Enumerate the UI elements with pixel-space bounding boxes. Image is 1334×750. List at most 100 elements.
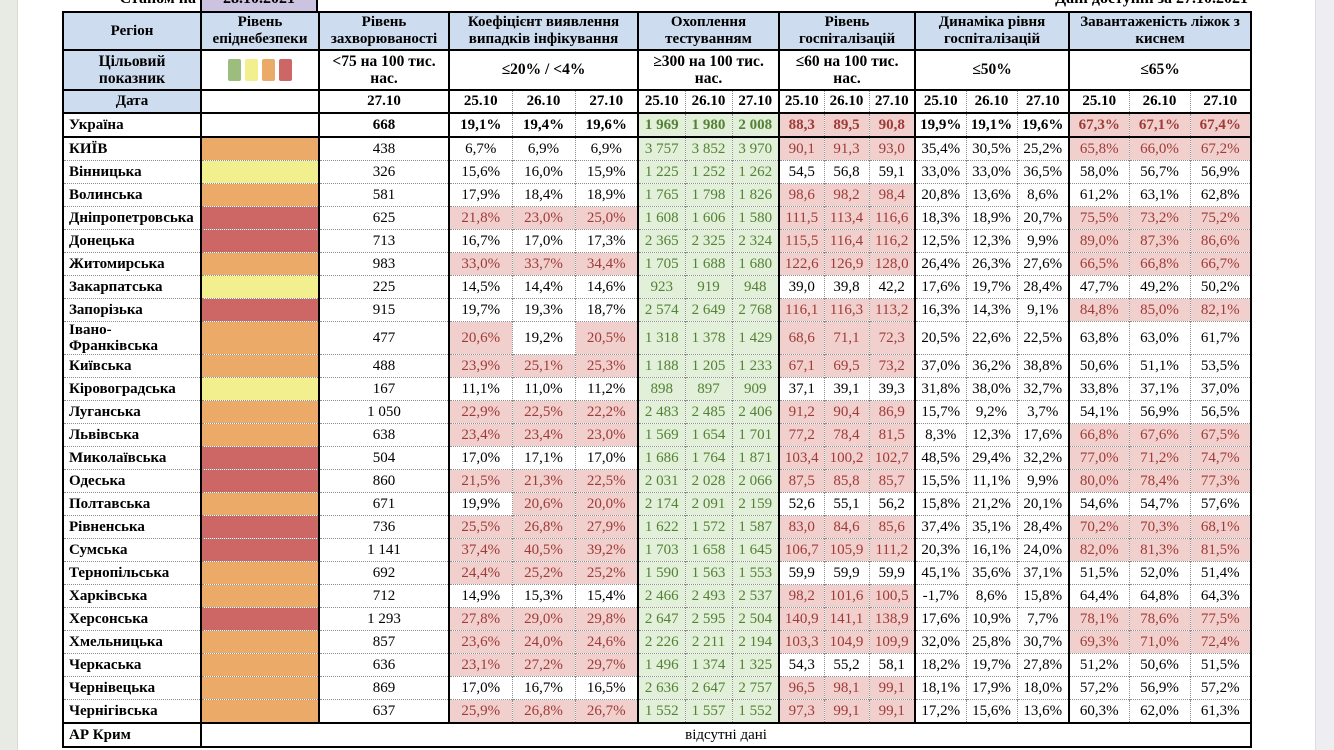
detection-cell: 23,1%: [448, 653, 512, 677]
testing-cell: 1 252: [684, 160, 733, 184]
hospitalization-cell: 141,1: [823, 607, 870, 631]
hospitalization-cell: 115,5: [778, 229, 825, 253]
incidence-cell: 625: [318, 206, 449, 230]
target-row-label: Цільовий показник: [63, 50, 201, 91]
oxygen-beds-cell: 66,7%: [1189, 252, 1252, 276]
hospitalization-cell: 59,1: [868, 160, 916, 184]
testing-cell: 2 091: [684, 492, 733, 516]
date-cell: 25.10: [637, 90, 686, 114]
oxygen-beds-cell: 67,2%: [1189, 136, 1252, 161]
dynamics-cell: 30,5%: [965, 136, 1018, 161]
detection-cell: 26,8%: [511, 699, 575, 723]
oxygen-beds-cell: 63,1%: [1128, 183, 1191, 207]
dynamics-cell: 48,5%: [914, 446, 967, 470]
hospitalization-cell: 67,1: [778, 354, 825, 378]
testing-cell: 1 608: [637, 206, 686, 230]
oxygen-beds-cell: 51,5%: [1189, 653, 1252, 677]
dynamics-cell: 37,1%: [1016, 561, 1070, 585]
detection-cell: 14,9%: [448, 584, 512, 608]
region-name-cell: Луганська: [63, 400, 201, 424]
oxygen-beds-cell: 69,3%: [1068, 630, 1130, 654]
testing-cell: 2 325: [684, 229, 733, 253]
date-row: Дата 27.10 25.10 26.10 27.10 25.10 26.10…: [63, 90, 1252, 114]
detection-cell: 25,5%: [448, 515, 512, 539]
oxygen-beds-cell: 61,7%: [1189, 321, 1252, 355]
detection-cell: 14,6%: [574, 275, 639, 299]
dynamics-cell: 35,1%: [965, 515, 1018, 539]
epidemic-level-cell: [200, 275, 319, 299]
testing-cell: 1 552: [637, 699, 686, 723]
testing-cell: 1 658: [684, 538, 733, 562]
dynamics-cell: 14,3%: [965, 298, 1018, 322]
epidemic-level-cell: [200, 377, 319, 401]
dynamics-cell: 31,8%: [914, 377, 967, 401]
oxygen-beds-cell: 63,8%: [1068, 321, 1130, 355]
epidemic-level-legend: [200, 50, 319, 91]
detection-cell: 37,4%: [448, 538, 512, 562]
hospitalization-cell: 69,5: [823, 354, 870, 378]
table-row: Україна 668 19,1% 19,4% 19,6% 1 969 1 980 2 008…: [63, 113, 1252, 138]
hospitalization-cell: 59,9: [823, 561, 870, 585]
oxygen-beds-cell: 62,0%: [1128, 699, 1191, 723]
table-row: Хмельницька 857 23,6% 24,0% 24,6% 2 226 2 211 2…: [63, 630, 1252, 654]
oxygen-beds-cell: 78,6%: [1128, 607, 1191, 631]
epidemic-level-cell: [200, 160, 319, 184]
epidemic-level-cell: [200, 321, 319, 355]
dynamics-cell: 12,3%: [965, 229, 1018, 253]
oxygen-beds-cell: 50,2%: [1189, 275, 1252, 299]
oxygen-beds-cell: 54,7%: [1128, 492, 1191, 516]
hospitalization-cell: 37,1: [778, 377, 825, 401]
region-name-cell: Вінницька: [63, 160, 201, 184]
oxygen-beds-cell: 66,5%: [1068, 252, 1130, 276]
oxygen-beds-cell: 51,4%: [1189, 561, 1252, 585]
hospitalization-cell: 93,0: [868, 136, 916, 161]
region-name-cell: Запорізька: [63, 298, 201, 322]
col-header-dynamics: Динаміка рівня госпіталізацій: [914, 12, 1070, 51]
testing-cell: 1 654: [684, 423, 733, 447]
hospitalization-cell: 90,4: [823, 400, 870, 424]
testing-cell: 2 485: [684, 400, 733, 424]
incidence-cell: 915: [318, 298, 449, 322]
right-scrollbar-area[interactable]: [1315, 0, 1334, 750]
detection-cell: 16,7%: [511, 676, 575, 700]
detection-cell: 15,4%: [574, 584, 639, 608]
date-cell: 26.10: [1128, 90, 1191, 114]
hospitalization-cell: 59,9: [868, 561, 916, 585]
as-of-label: Станом на: [62, 0, 196, 9]
table-row: Харківська 712 14,9% 15,3% 15,4% 2 466 2 493 2 …: [63, 584, 1252, 608]
incidence-cell: 477: [318, 321, 449, 355]
hospitalization-cell: 39,0: [778, 275, 825, 299]
detection-cell: 18,4%: [511, 183, 575, 207]
oxygen-beds-cell: 71,0%: [1128, 630, 1191, 654]
left-page-edge: [0, 0, 18, 750]
hospitalization-cell: 98,6: [778, 183, 825, 207]
dynamics-cell: 20,3%: [914, 538, 967, 562]
detection-cell: 17,9%: [448, 183, 512, 207]
hospitalization-cell: 56,8: [823, 160, 870, 184]
detection-cell: 21,8%: [448, 206, 512, 230]
detection-cell: 27,2%: [511, 653, 575, 677]
oxygen-beds-cell: 57,2%: [1189, 676, 1252, 700]
oxygen-beds-cell: 64,4%: [1068, 584, 1130, 608]
table-row: Чернівецька 869 17,0% 16,7% 16,5% 2 636 2 647 2…: [63, 676, 1252, 700]
oxygen-beds-cell: 75,2%: [1189, 206, 1252, 230]
hospitalization-cell: 116,1: [778, 298, 825, 322]
dynamics-cell: 33,0%: [965, 160, 1018, 184]
hospitalization-cell: 99,1: [868, 699, 916, 723]
oxygen-beds-cell: 67,5%: [1189, 423, 1252, 447]
epidemic-level-swatch-icon: [262, 59, 275, 81]
epidemic-level-swatch-icon: [279, 59, 292, 81]
epidemic-level-cell: [200, 699, 319, 723]
detection-cell: 14,5%: [448, 275, 512, 299]
oxygen-beds-cell: 78,1%: [1068, 607, 1130, 631]
testing-cell: 2 031: [637, 469, 686, 493]
region-name-cell: Рівненська: [63, 515, 201, 539]
dynamics-cell: 9,2%: [965, 400, 1018, 424]
hospitalization-cell: 126,9: [823, 252, 870, 276]
dynamics-cell: 18,1%: [914, 676, 967, 700]
dynamics-cell: 15,8%: [914, 492, 967, 516]
testing-cell: 1 587: [731, 515, 780, 539]
testing-cell: 2 174: [637, 492, 686, 516]
oxygen-beds-cell: 66,8%: [1068, 423, 1130, 447]
detection-cell: 19,4%: [511, 113, 575, 138]
